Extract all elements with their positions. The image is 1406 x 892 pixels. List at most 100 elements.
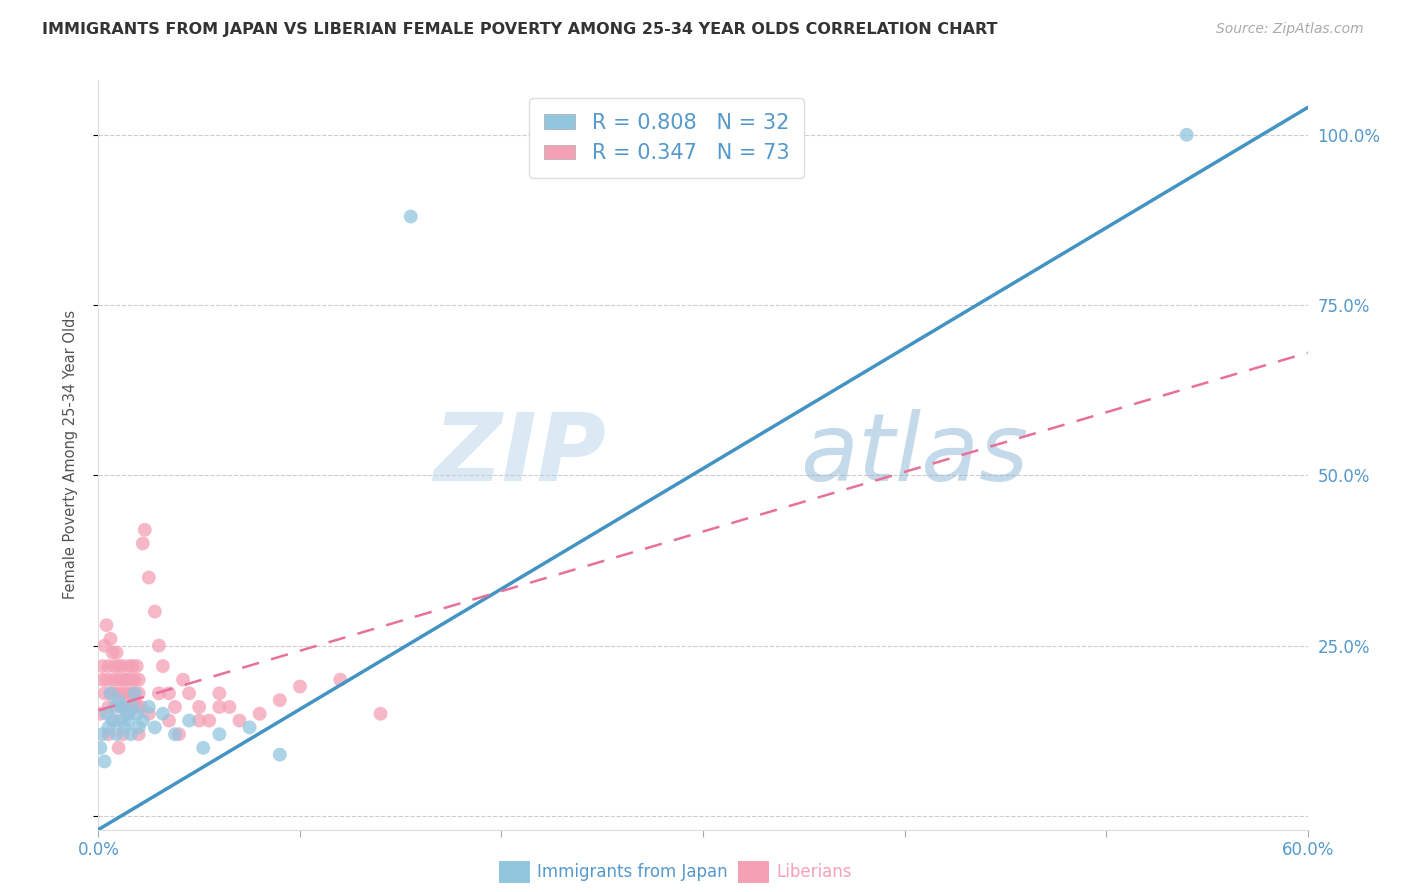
Point bbox=[114, 673, 136, 687]
Point bbox=[208, 700, 231, 714]
Point bbox=[128, 727, 150, 741]
Text: Immigrants from Japan: Immigrants from Japan bbox=[537, 863, 728, 881]
Point bbox=[163, 727, 186, 741]
Point bbox=[1175, 128, 1198, 142]
Point bbox=[118, 714, 141, 728]
Text: IMMIGRANTS FROM JAPAN VS LIBERIAN FEMALE POVERTY AMONG 25-34 YEAR OLDS CORRELATI: IMMIGRANTS FROM JAPAN VS LIBERIAN FEMALE… bbox=[42, 22, 998, 37]
Point bbox=[111, 686, 134, 700]
Point bbox=[115, 686, 138, 700]
Point bbox=[111, 700, 134, 714]
Point bbox=[93, 639, 115, 653]
Point bbox=[124, 693, 146, 707]
Point bbox=[110, 700, 132, 714]
Point bbox=[111, 659, 134, 673]
Point bbox=[107, 693, 129, 707]
Point bbox=[101, 714, 124, 728]
Point bbox=[143, 605, 166, 619]
Point bbox=[100, 632, 122, 646]
Point bbox=[121, 659, 143, 673]
Point bbox=[218, 700, 240, 714]
Point bbox=[120, 673, 142, 687]
Point bbox=[97, 720, 120, 734]
Point bbox=[100, 686, 122, 700]
Point bbox=[118, 706, 141, 721]
Point bbox=[89, 740, 111, 755]
Point bbox=[152, 706, 174, 721]
Point bbox=[125, 706, 148, 721]
Point bbox=[103, 700, 125, 714]
Point bbox=[96, 706, 118, 721]
Point bbox=[152, 659, 174, 673]
Point bbox=[107, 659, 129, 673]
Point bbox=[329, 673, 352, 687]
Point bbox=[193, 740, 215, 755]
Point bbox=[115, 673, 138, 687]
Point bbox=[110, 714, 132, 728]
Point bbox=[111, 727, 134, 741]
Point bbox=[129, 700, 152, 714]
Point bbox=[97, 727, 120, 741]
Text: ZIP: ZIP bbox=[433, 409, 606, 501]
Point bbox=[132, 536, 155, 550]
Point bbox=[269, 747, 291, 762]
Point bbox=[239, 720, 262, 734]
Text: Liberians: Liberians bbox=[776, 863, 852, 881]
Point bbox=[148, 686, 170, 700]
Point bbox=[110, 673, 132, 687]
Point bbox=[96, 673, 118, 687]
Point bbox=[188, 714, 211, 728]
Point bbox=[208, 686, 231, 700]
Point bbox=[128, 686, 150, 700]
Point bbox=[125, 700, 148, 714]
Point bbox=[138, 700, 160, 714]
Point bbox=[179, 714, 201, 728]
Point bbox=[172, 673, 194, 687]
Point bbox=[128, 720, 150, 734]
Point bbox=[121, 700, 143, 714]
Point bbox=[97, 659, 120, 673]
Point bbox=[269, 693, 291, 707]
Point bbox=[167, 727, 190, 741]
Point bbox=[103, 714, 125, 728]
Point bbox=[91, 659, 114, 673]
Text: atlas: atlas bbox=[800, 409, 1028, 500]
Point bbox=[114, 720, 136, 734]
Point bbox=[115, 706, 138, 721]
Point bbox=[97, 700, 120, 714]
Point bbox=[249, 706, 271, 721]
Point bbox=[93, 755, 115, 769]
Point bbox=[138, 570, 160, 584]
Point bbox=[91, 727, 114, 741]
Point bbox=[370, 706, 392, 721]
Point bbox=[228, 714, 250, 728]
Point bbox=[118, 700, 141, 714]
Point bbox=[114, 700, 136, 714]
Point bbox=[148, 639, 170, 653]
Y-axis label: Female Poverty Among 25-34 Year Olds: Female Poverty Among 25-34 Year Olds bbox=[63, 310, 77, 599]
Point bbox=[96, 618, 118, 632]
Point bbox=[128, 673, 150, 687]
Point bbox=[124, 686, 146, 700]
Text: Source: ZipAtlas.com: Source: ZipAtlas.com bbox=[1216, 22, 1364, 37]
Point bbox=[107, 686, 129, 700]
Point bbox=[134, 523, 156, 537]
Point bbox=[105, 673, 128, 687]
Point bbox=[103, 686, 125, 700]
Point bbox=[118, 659, 141, 673]
Point bbox=[163, 700, 186, 714]
Point bbox=[120, 727, 142, 741]
Point bbox=[105, 645, 128, 659]
Point bbox=[124, 673, 146, 687]
Point bbox=[208, 727, 231, 741]
Point bbox=[399, 210, 422, 224]
Point bbox=[179, 686, 201, 700]
Point bbox=[138, 706, 160, 721]
Point bbox=[143, 720, 166, 734]
Point bbox=[157, 686, 180, 700]
Point bbox=[107, 740, 129, 755]
Point bbox=[288, 680, 311, 694]
Legend: R = 0.808   N = 32, R = 0.347   N = 73: R = 0.808 N = 32, R = 0.347 N = 73 bbox=[530, 98, 804, 178]
Point bbox=[124, 686, 146, 700]
Point bbox=[120, 686, 142, 700]
Point bbox=[91, 673, 114, 687]
